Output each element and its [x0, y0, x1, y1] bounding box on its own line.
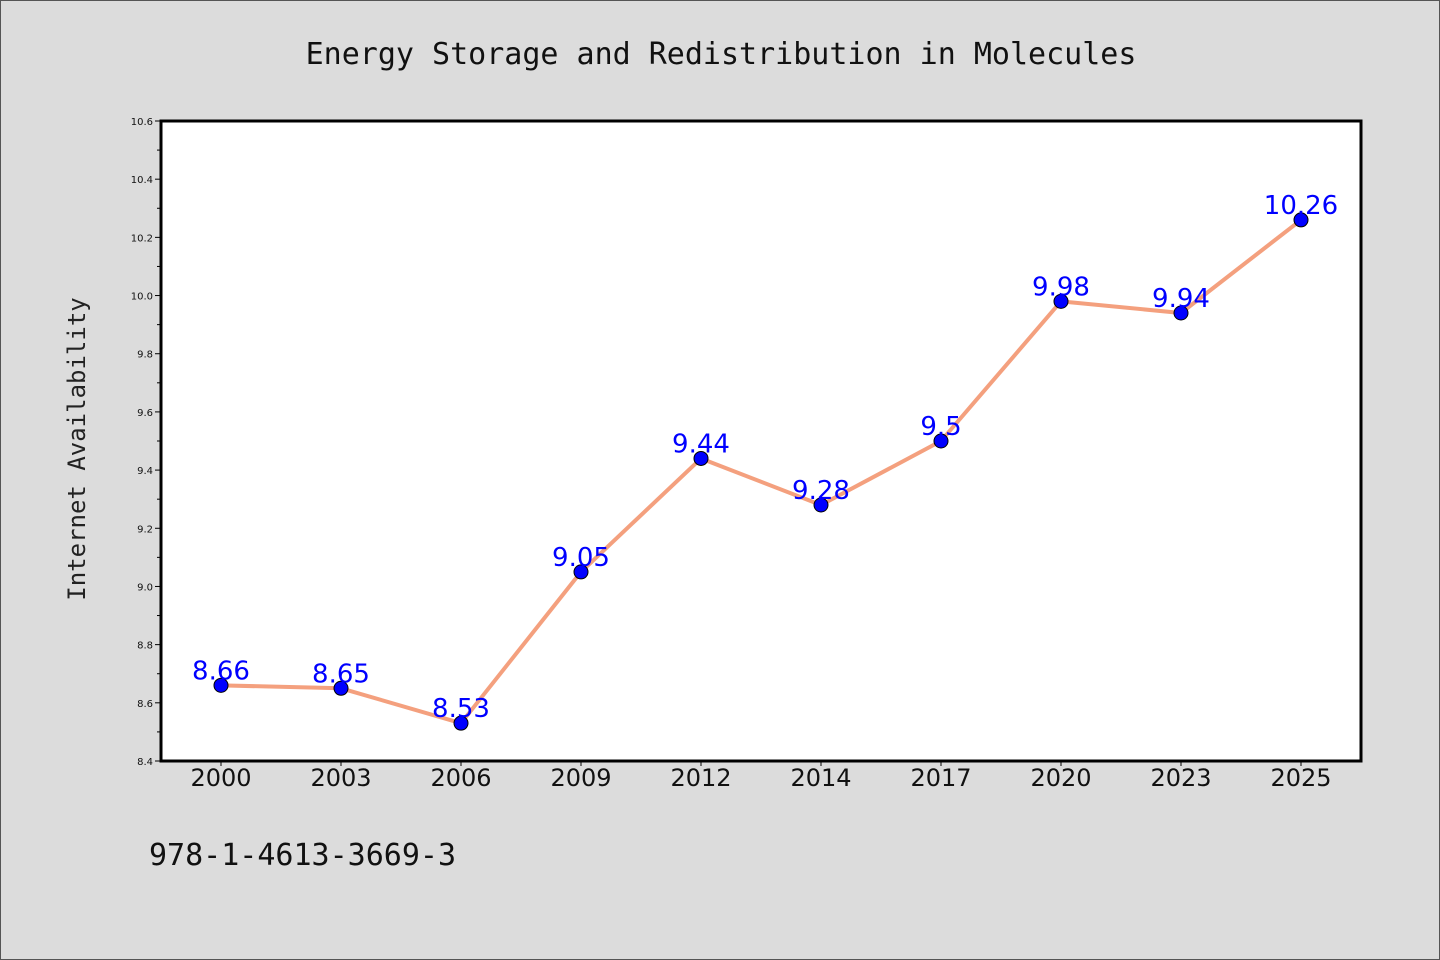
y-tick-label: 8.6 — [137, 699, 153, 710]
chart-title: Energy Storage and Redistribution in Mol… — [306, 37, 1137, 72]
y-axis-label: Internet Availability — [63, 297, 91, 600]
series-line — [220, 218, 1303, 726]
x-tick-label: 2006 — [430, 764, 491, 792]
y-tick-label: 10.6 — [131, 117, 153, 128]
data-point — [453, 715, 469, 731]
x-tick-label: 2023 — [1150, 764, 1211, 792]
x-tick-label: 2009 — [550, 764, 611, 792]
data-label: 10.26 — [1264, 191, 1338, 221]
data-point — [1053, 293, 1069, 309]
y-tick-label: 8.8 — [137, 641, 153, 652]
data-labels: 8.66 8.65 8.53 9.05 9.44 9.28 9.5 9.98 9.94 10.26 — [192, 191, 1338, 724]
x-tick-label: 2020 — [1030, 764, 1091, 792]
y-tick-label: 9.0 — [137, 582, 153, 593]
y-tick-label: 10.2 — [131, 233, 153, 244]
data-label: 9.44 — [672, 429, 730, 459]
y-tick-label: 10.0 — [131, 292, 153, 303]
y-tick-label: 9.2 — [137, 524, 153, 535]
x-tick-label: 2025 — [1270, 764, 1331, 792]
plot-area — [159, 119, 1363, 763]
data-point — [213, 677, 229, 693]
data-point — [1173, 305, 1189, 321]
data-point — [1293, 212, 1309, 228]
data-label: 8.53 — [432, 694, 490, 724]
data-point — [333, 680, 349, 696]
data-point — [813, 497, 829, 513]
data-point — [933, 433, 949, 449]
data-label: 9.28 — [792, 476, 850, 506]
data-label: 8.66 — [192, 656, 250, 686]
data-label: 9.05 — [552, 543, 610, 573]
y-tick-label: 9.4 — [137, 466, 153, 477]
x-tick-label: 2003 — [310, 764, 371, 792]
x-tick-label: 2017 — [910, 764, 971, 792]
data-label: 8.65 — [312, 659, 370, 689]
x-axis: 2000 2003 2006 2009 2012 2014 2017 2020 2023 2025 — [190, 761, 1332, 792]
data-label: 9.5 — [920, 412, 961, 442]
data-point — [573, 564, 589, 580]
footer-code: 978-1-4613-3669-3 — [149, 838, 456, 873]
data-label: 9.98 — [1032, 272, 1090, 302]
series-markers — [213, 212, 1309, 731]
series-lines — [220, 218, 1303, 726]
x-tick-label: 2012 — [670, 764, 731, 792]
y-tick-label: 10.4 — [131, 175, 153, 186]
x-tick-label: 2014 — [790, 764, 851, 792]
y-axis: 8.4 8.6 8.8 9.0 9.2 9.4 9.6 9.8 10.0 10.2 10.4 10.6 — [131, 117, 161, 768]
data-label: 9.94 — [1152, 284, 1210, 314]
x-tick-label: 2000 — [190, 764, 251, 792]
y-tick-label: 8.4 — [137, 757, 153, 768]
y-tick-label: 9.6 — [137, 408, 153, 419]
data-point — [693, 450, 709, 466]
y-tick-label: 9.8 — [137, 350, 153, 361]
